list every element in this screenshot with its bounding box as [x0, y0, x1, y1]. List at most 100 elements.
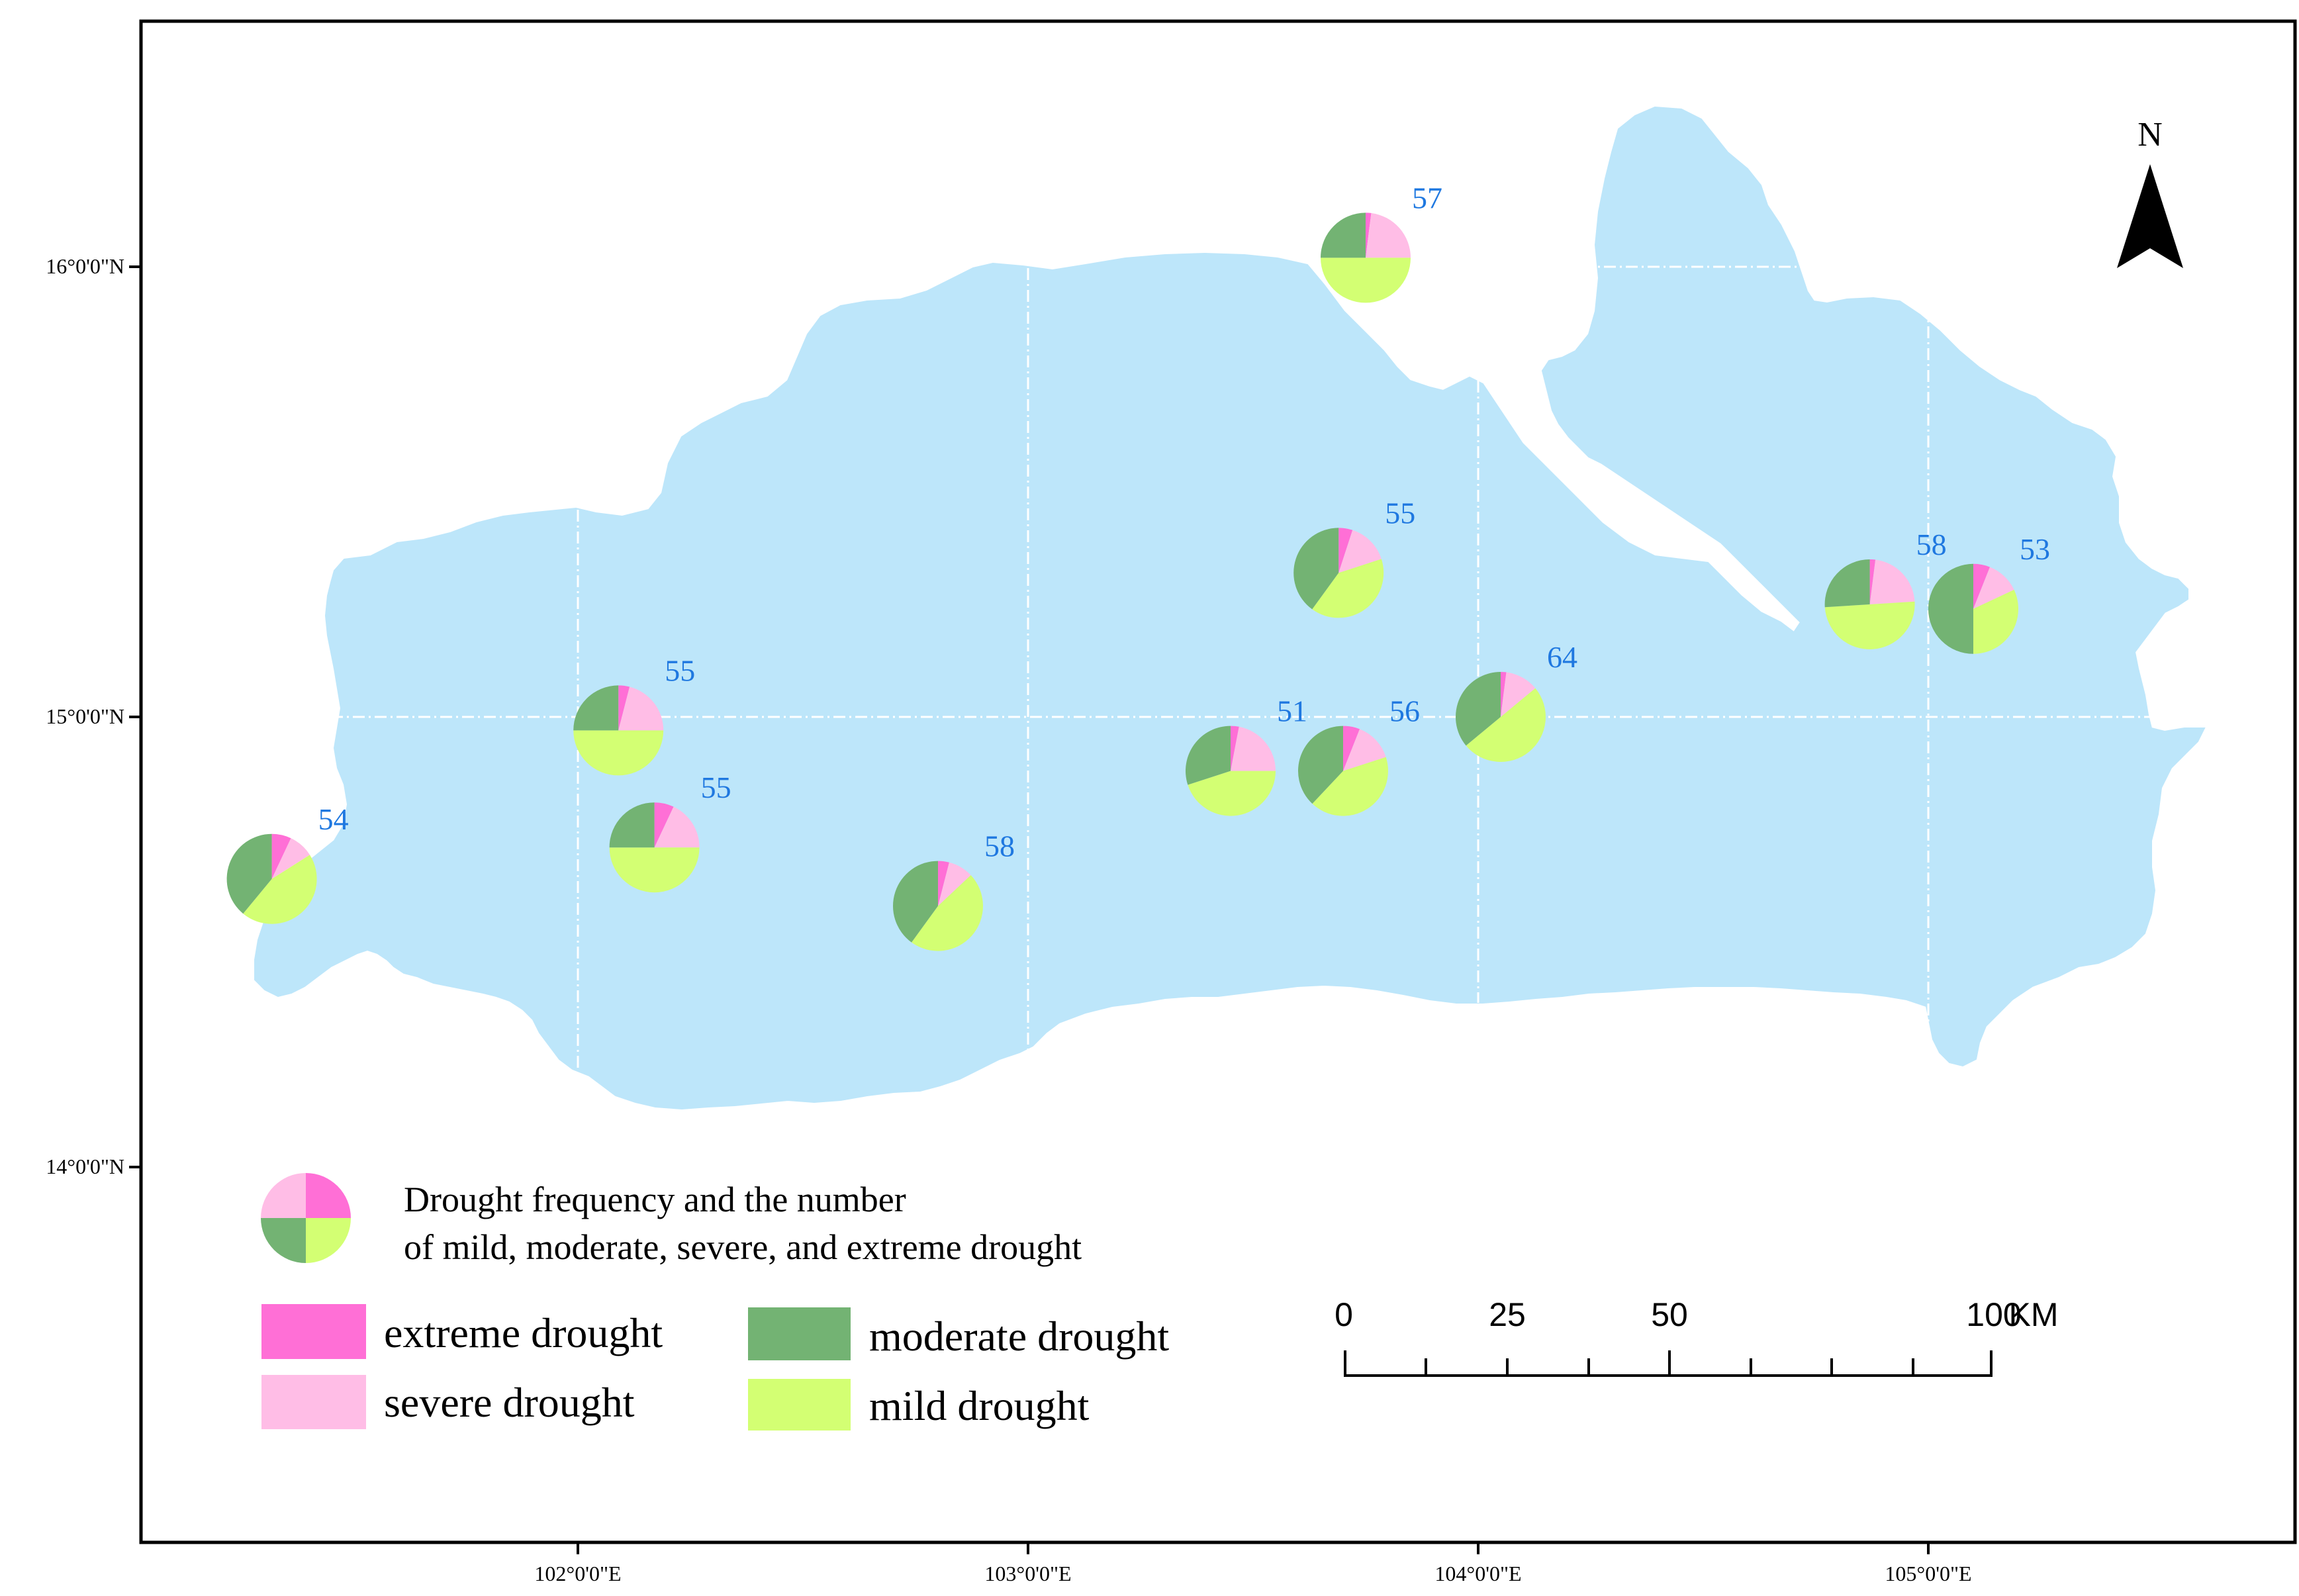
- lat-label-15n: 15°0'0"N: [46, 704, 124, 728]
- pie-slice-extreme: [938, 861, 949, 906]
- pie-slice-severe: [654, 806, 700, 848]
- station-pie: 57: [1321, 181, 1442, 303]
- pie-slice-severe: [1501, 672, 1536, 717]
- latitude-axis: 16°0'0"N 15°0'0"N 14°0'0"N: [46, 254, 141, 1178]
- north-arrow: N: [2117, 116, 2183, 268]
- station-count-label: 51: [1277, 694, 1307, 728]
- scale-label-25: 25: [1489, 1296, 1526, 1333]
- pie-slice-moderate: [1928, 563, 1973, 654]
- pie-slice-extreme: [1869, 559, 1876, 604]
- pie-slice-severe: [1338, 530, 1382, 573]
- legend-swatch-severe: [261, 1375, 366, 1429]
- station-pie: 55: [1293, 496, 1415, 618]
- pie-slice-severe: [1231, 726, 1276, 771]
- station-pie: 51: [1186, 694, 1307, 816]
- pie-slice-moderate: [1293, 528, 1339, 610]
- pie-slice-mild: [243, 855, 317, 924]
- scale-label-0: 0: [1335, 1296, 1353, 1333]
- basin-main-area: [254, 106, 2206, 1110]
- pie-slice-mild: [609, 847, 700, 893]
- legend-pie-icon: [261, 1173, 351, 1263]
- pie-slice-moderate: [1824, 559, 1870, 608]
- legend-label-extreme: extreme drought: [384, 1309, 663, 1356]
- station-pie-layer: 57 55 58 53 55 64 51 56 55 54 58: [226, 181, 2050, 951]
- pie-slice-moderate: [609, 802, 655, 848]
- station-pie: 64: [1456, 640, 1577, 762]
- pie-slice-extreme: [1973, 563, 1991, 609]
- station-pie: 53: [1928, 532, 2050, 654]
- pie-slice-moderate: [1321, 212, 1366, 258]
- legend-label-mild: mild drought: [869, 1382, 1090, 1429]
- pie-slice-mild: [1466, 688, 1546, 762]
- pie-slice-severe: [1973, 567, 2014, 609]
- station-count-label: 53: [2020, 532, 2050, 566]
- legend-label-severe: severe drought: [384, 1379, 635, 1426]
- legend-pie-moderate-quadrant: [261, 1218, 306, 1263]
- pie-slice-severe: [618, 686, 664, 731]
- map-frame: [139, 19, 2297, 1544]
- legend-swatch-moderate: [748, 1307, 851, 1360]
- legend-swatch-extreme: [261, 1304, 366, 1359]
- station-pie: 56: [1297, 694, 1420, 816]
- lon-label-102e: 102°0'0"E: [534, 1562, 621, 1585]
- station-pie: 58: [1824, 528, 1947, 649]
- scale-label-50: 50: [1651, 1296, 1688, 1333]
- north-arrow-label: N: [2137, 116, 2163, 154]
- pie-slice-extreme: [1343, 726, 1360, 771]
- station-count-label: 56: [1389, 694, 1420, 728]
- legend-swatch-mild: [748, 1379, 851, 1431]
- pie-slice-severe: [1366, 212, 1411, 258]
- legend-title-line1: Drought frequency and the number: [404, 1180, 906, 1219]
- pie-slice-extreme: [271, 833, 291, 879]
- pie-slice-mild: [1321, 258, 1411, 303]
- station-count-label: 55: [701, 771, 731, 804]
- station-count-label: 55: [1385, 496, 1415, 530]
- pie-slice-mild: [573, 730, 664, 776]
- legend-label-moderate: moderate drought: [869, 1313, 1169, 1360]
- lon-label-103e: 103°0'0"E: [984, 1562, 1071, 1585]
- station-count-label: 58: [984, 829, 1015, 863]
- lon-label-104e: 104°0'0"E: [1434, 1562, 1521, 1585]
- pie-slice-mild: [1973, 589, 2019, 654]
- pie-slice-severe: [1869, 559, 1915, 604]
- pie-slice-moderate: [226, 833, 272, 914]
- basin: [254, 106, 2206, 1110]
- pie-slice-moderate: [1456, 671, 1501, 746]
- pie-slice-severe: [271, 838, 310, 879]
- pie-slice-extreme: [1231, 726, 1239, 771]
- station-pie: 58: [893, 829, 1015, 951]
- scale-label-unit: KM: [2009, 1296, 2059, 1333]
- pie-slice-extreme: [1366, 212, 1372, 258]
- legend-pie-mild-quadrant: [306, 1218, 351, 1263]
- pie-slice-extreme: [654, 802, 674, 848]
- legend-title-line2: of mild, moderate, severe, and extreme d…: [404, 1227, 1082, 1267]
- station-count-label: 57: [1412, 181, 1442, 214]
- lon-label-105e: 105°0'0"E: [1885, 1562, 1971, 1585]
- pie-slice-mild: [912, 875, 983, 951]
- station-pie: 54: [226, 802, 349, 924]
- station-pie: 55: [609, 771, 731, 893]
- legend-pie-extreme-quadrant: [306, 1173, 351, 1218]
- pie-slice-mild: [1824, 601, 1915, 649]
- north-arrow-icon: [2117, 164, 2150, 268]
- station-count-label: 58: [1916, 528, 1947, 561]
- pie-slice-mild: [1312, 757, 1389, 816]
- pie-slice-extreme: [618, 685, 630, 731]
- pie-slice-extreme: [1501, 672, 1507, 717]
- station-pie: 55: [573, 653, 695, 776]
- scale-bar: 0 25 50 100 KM: [1335, 1296, 2059, 1377]
- lat-label-16n: 16°0'0"N: [46, 254, 124, 278]
- north-arrow-icon-right: [2150, 164, 2183, 268]
- lat-label-14n: 14°0'0"N: [46, 1154, 124, 1178]
- pie-slice-severe: [938, 862, 971, 906]
- pie-slice-severe: [1343, 729, 1386, 771]
- longitude-axis: 102°0'0"E 103°0'0"E 104°0'0"E 105°0'0"E: [534, 1542, 1972, 1585]
- pie-slice-mild: [1312, 559, 1384, 618]
- pie-slice-moderate: [573, 685, 619, 731]
- pie-slice-moderate: [1297, 726, 1343, 804]
- station-count-label: 55: [665, 653, 695, 687]
- pie-slice-moderate: [1186, 726, 1231, 785]
- station-count-label: 54: [318, 802, 349, 836]
- legend: Drought frequency and the number of mild…: [261, 1173, 1169, 1431]
- pie-slice-moderate: [893, 861, 938, 943]
